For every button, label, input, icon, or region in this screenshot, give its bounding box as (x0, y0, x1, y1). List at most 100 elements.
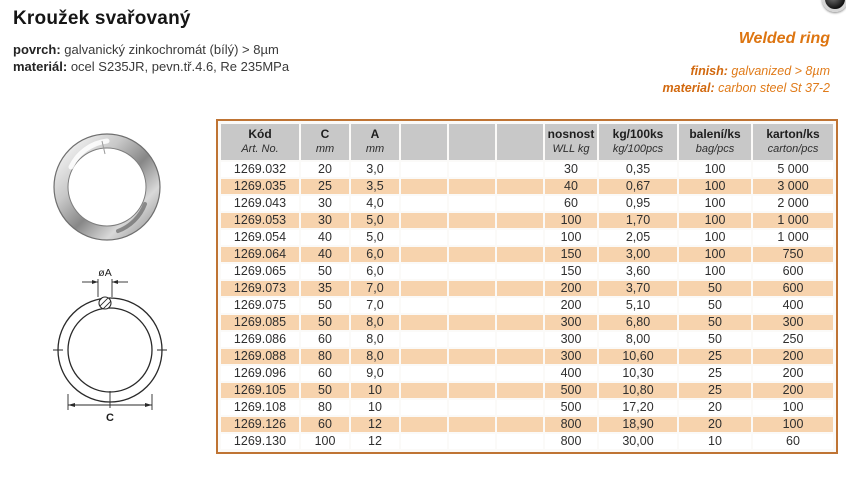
material-spec-line: materiál: ocel S235JR, pevn.tř.4.6, Re 2… (13, 58, 289, 75)
value-cell: 25 (301, 179, 349, 194)
value-cell: 5,0 (351, 230, 399, 245)
value-cell: 100 (679, 230, 751, 245)
value-cell: 8,0 (351, 349, 399, 364)
value-cell: 10 (351, 400, 399, 415)
table-row: 1269.053 30 5,0 100 1,70 100 1 000 (221, 213, 833, 228)
value-cell: 20 (679, 400, 751, 415)
value-cell: 10 (351, 383, 399, 398)
value-cell: 100 (679, 162, 751, 177)
value-cell: 100 (679, 264, 751, 279)
surface-value: galvanický zinkochromát (bílý) > 8µm (64, 42, 279, 57)
value-cell: 3,00 (599, 247, 677, 262)
table-row: 1269.035 25 3,5 40 0,67 100 3 000 (221, 179, 833, 194)
value-cell: 200 (545, 281, 597, 296)
value-cell (449, 196, 495, 211)
column-header: nosnost WLL kg (545, 124, 597, 160)
material-en-label: material: (662, 81, 715, 95)
outer-circle (57, 297, 163, 403)
value-cell (449, 349, 495, 364)
value-cell: 6,0 (351, 264, 399, 279)
value-cell (401, 264, 447, 279)
value-cell: 2 000 (753, 196, 833, 211)
product-photo-ring (53, 133, 161, 241)
material-label: materiál: (13, 59, 68, 74)
value-cell (497, 315, 543, 330)
finish-spec-line: finish: galvanized > 8µm (663, 63, 830, 80)
value-cell: 50 (679, 315, 751, 330)
value-cell: 40 (301, 247, 349, 262)
value-cell: 12 (351, 417, 399, 432)
value-cell: 1 000 (753, 213, 833, 228)
value-cell: 750 (753, 247, 833, 262)
value-cell: 200 (753, 383, 833, 398)
art-no-cell: 1269.126 (221, 417, 299, 432)
value-cell: 100 (679, 213, 751, 228)
value-cell (497, 417, 543, 432)
scroll-top-icon[interactable] (822, 0, 846, 12)
value-cell (401, 298, 447, 313)
value-cell (449, 162, 495, 177)
value-cell: 10,80 (599, 383, 677, 398)
value-cell: 25 (679, 366, 751, 381)
value-cell: 60 (301, 366, 349, 381)
inner-circle (67, 307, 153, 393)
column-header (497, 124, 543, 160)
value-cell: 30 (301, 196, 349, 211)
english-header-block: Welded ring finish: galvanized > 8µm mat… (663, 30, 830, 97)
value-cell: 10,60 (599, 349, 677, 364)
art-no-cell: 1269.035 (221, 179, 299, 194)
value-cell (497, 264, 543, 279)
value-cell: 300 (753, 315, 833, 330)
value-cell: 150 (545, 247, 597, 262)
table-row: 1269.126 60 12 800 18,90 20 100 (221, 417, 833, 432)
value-cell: 50 (301, 264, 349, 279)
art-no-cell: 1269.073 (221, 281, 299, 296)
page-title-english: Welded ring (738, 30, 830, 47)
value-cell: 3 000 (753, 179, 833, 194)
value-cell: 600 (753, 264, 833, 279)
value-cell (497, 332, 543, 347)
value-cell: 50 (301, 383, 349, 398)
value-cell: 300 (545, 315, 597, 330)
value-cell: 60 (545, 196, 597, 211)
value-cell: 0,67 (599, 179, 677, 194)
value-cell (449, 315, 495, 330)
table-row: 1269.086 60 8,0 300 8,00 50 250 (221, 332, 833, 347)
value-cell (449, 179, 495, 194)
czech-header-block: Kroužek svařovaný povrch: galvanický zin… (13, 8, 289, 75)
value-cell: 50 (679, 332, 751, 347)
table-row: 1269.064 40 6,0 150 3,00 100 750 (221, 247, 833, 262)
value-cell (497, 400, 543, 415)
value-cell (401, 366, 447, 381)
value-cell (401, 179, 447, 194)
value-cell (497, 434, 543, 449)
value-cell (497, 383, 543, 398)
table-row: 1269.085 50 8,0 300 6,80 50 300 (221, 315, 833, 330)
value-cell (401, 315, 447, 330)
value-cell: 50 (679, 281, 751, 296)
value-cell (449, 213, 495, 228)
art-no-cell: 1269.105 (221, 383, 299, 398)
value-cell (497, 247, 543, 262)
value-cell (401, 213, 447, 228)
dimension-drawing: øA C (53, 267, 167, 424)
value-cell (497, 162, 543, 177)
value-cell (449, 417, 495, 432)
art-no-cell: 1269.065 (221, 264, 299, 279)
value-cell (449, 366, 495, 381)
value-cell (449, 230, 495, 245)
table-row: 1269.032 20 3,0 30 0,35 100 5 000 (221, 162, 833, 177)
value-cell: 400 (753, 298, 833, 313)
value-cell: 50 (301, 298, 349, 313)
value-cell: 7,0 (351, 281, 399, 296)
value-cell: 30 (545, 162, 597, 177)
value-cell (401, 247, 447, 262)
value-cell: 0,35 (599, 162, 677, 177)
value-cell (401, 417, 447, 432)
value-cell: 30,00 (599, 434, 677, 449)
value-cell: 100 (545, 230, 597, 245)
value-cell: 200 (753, 366, 833, 381)
art-no-cell: 1269.130 (221, 434, 299, 449)
